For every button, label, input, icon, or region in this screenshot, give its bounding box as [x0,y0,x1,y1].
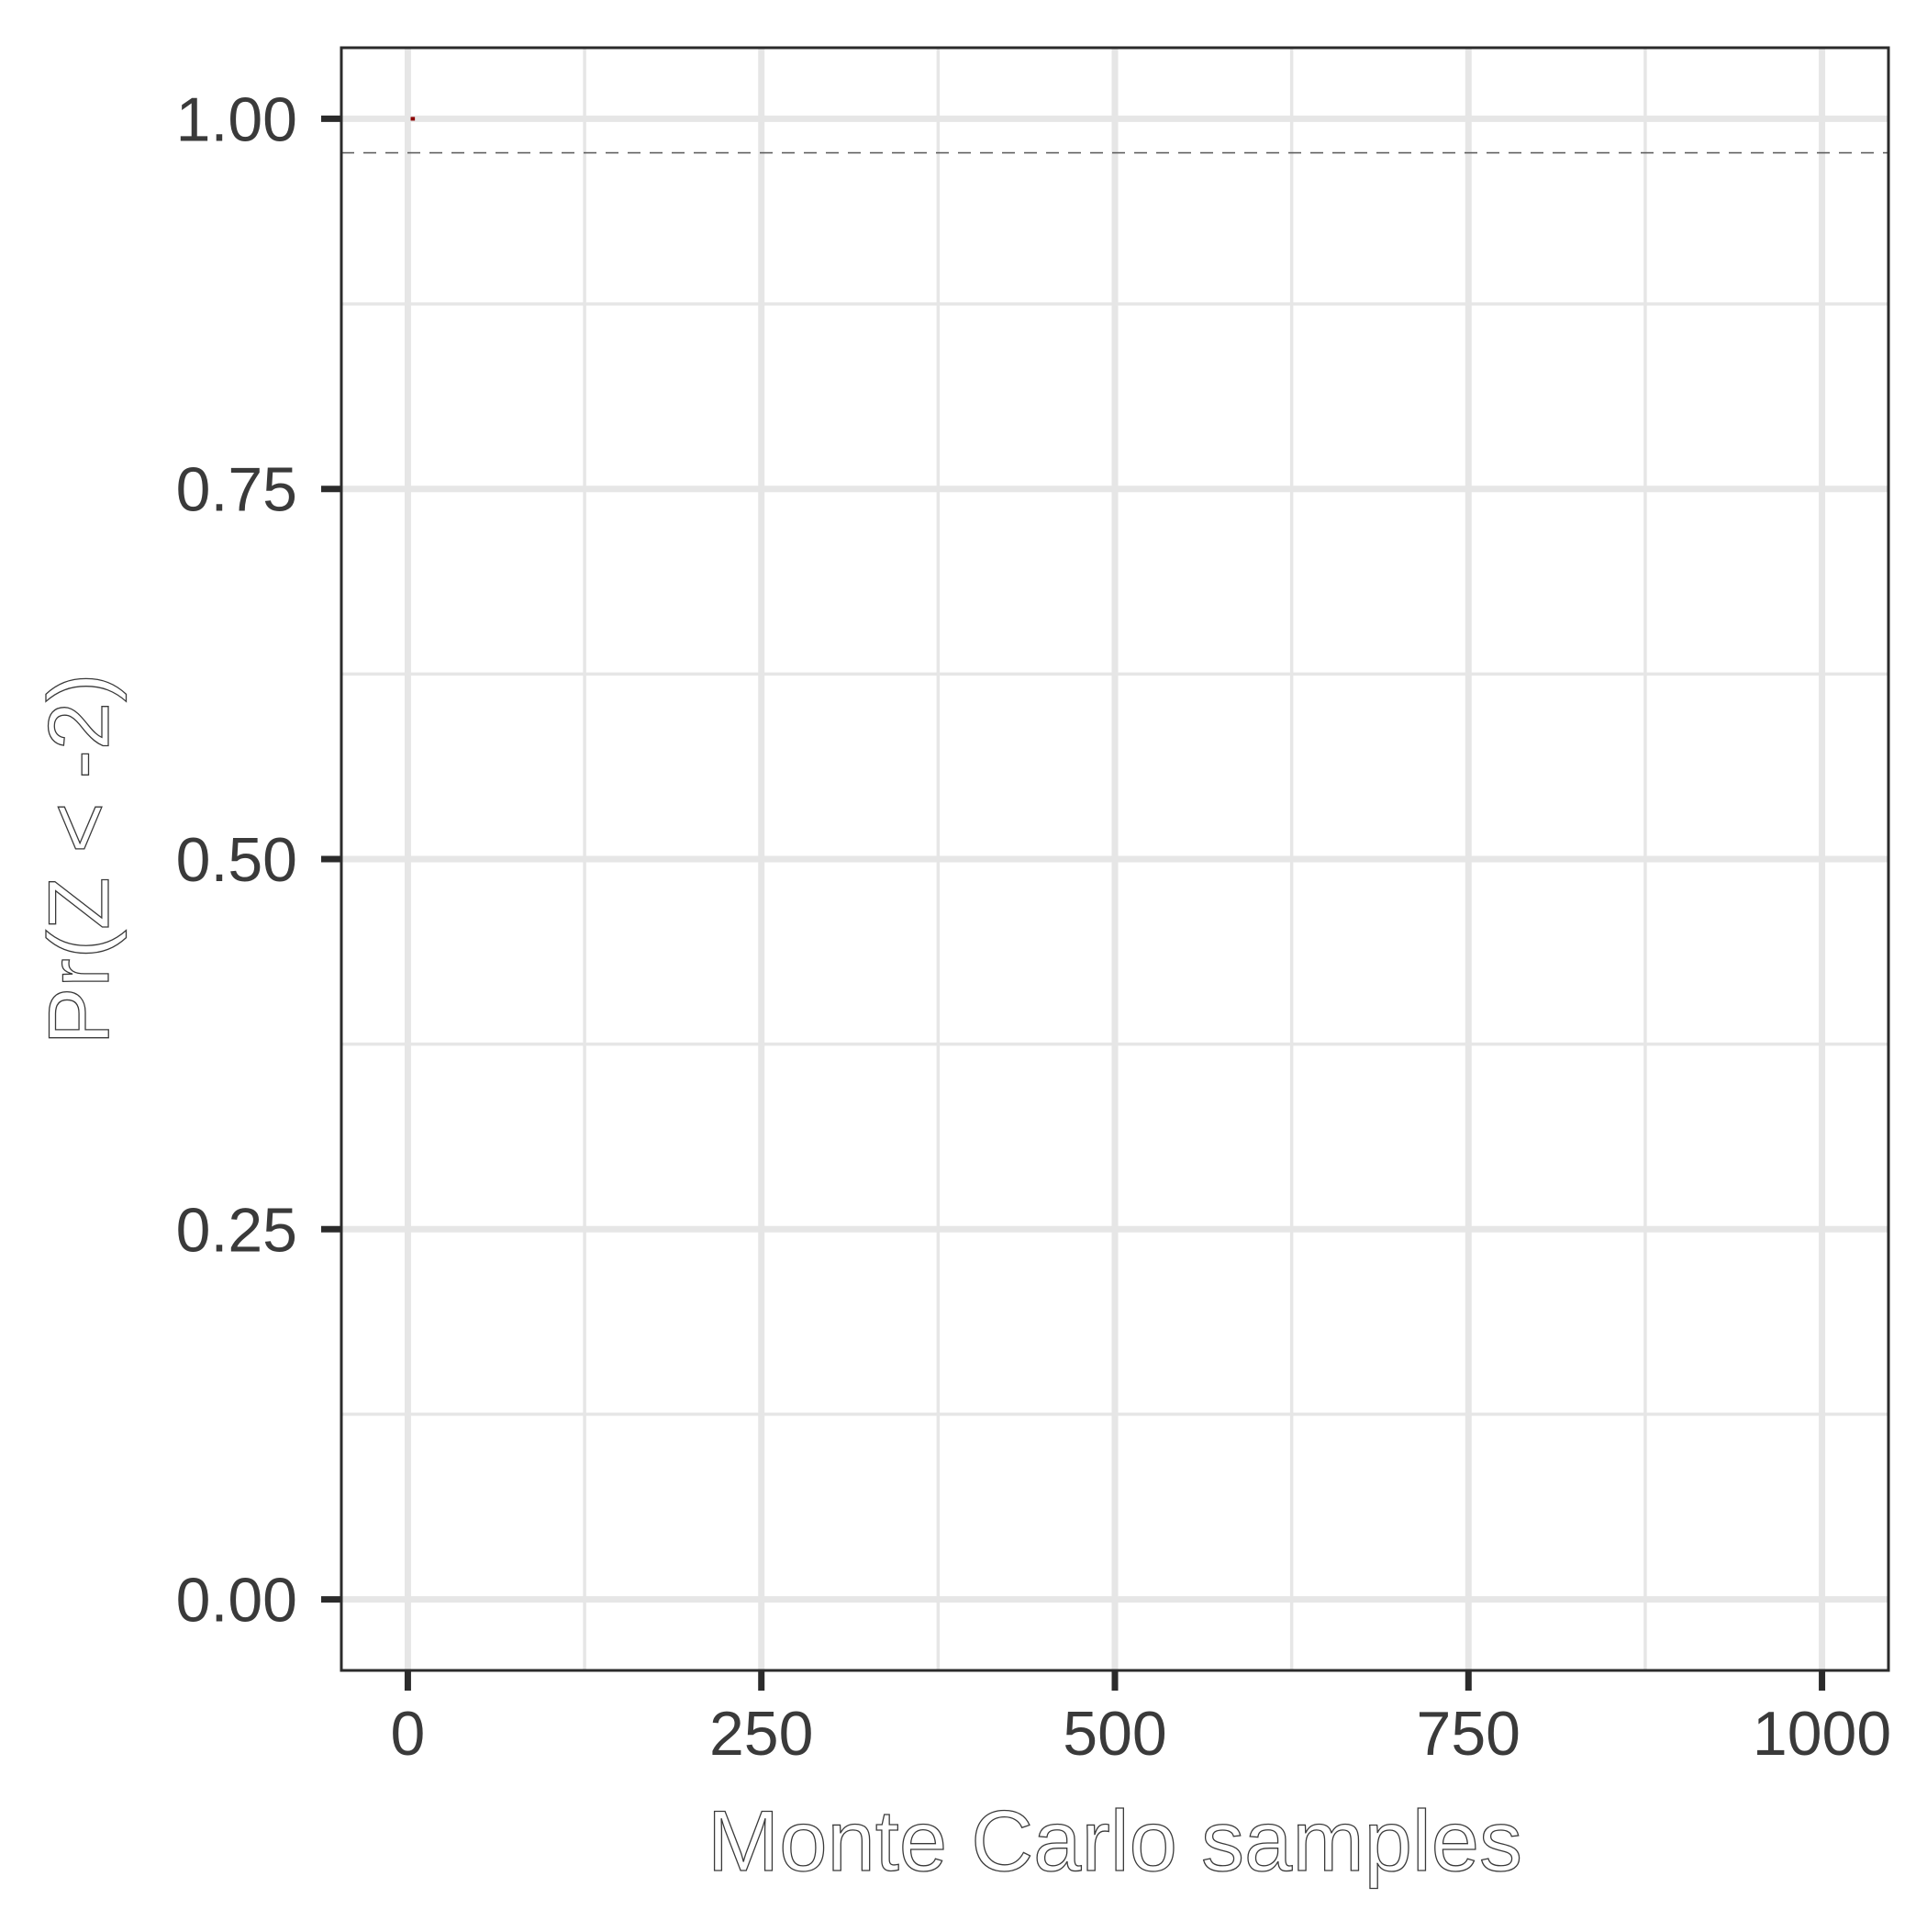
y-tick-label: 1.00 [176,84,297,154]
y-tick-label: 0.50 [176,825,297,895]
x-tick-label: 250 [709,1699,813,1769]
y-axis: 0.00 0.25 0.50 0.75 1.00 [176,84,341,1636]
x-axis: 0 250 500 750 1000 [391,1670,1891,1769]
y-tick-label: 0.00 [176,1566,297,1636]
x-axis-title: Monte Carlo samples [707,1792,1522,1889]
x-tick-label: 750 [1417,1699,1520,1769]
major-gridlines [341,48,1888,1670]
y-tick-label: 0.75 [176,455,297,525]
y-axis-title: Pr(Z < -2) [30,674,127,1045]
x-tick-label: 0 [391,1699,426,1769]
y-tick-label: 0.25 [176,1195,297,1265]
x-tick-label: 1000 [1753,1699,1891,1769]
x-tick-label: 500 [1063,1699,1166,1769]
